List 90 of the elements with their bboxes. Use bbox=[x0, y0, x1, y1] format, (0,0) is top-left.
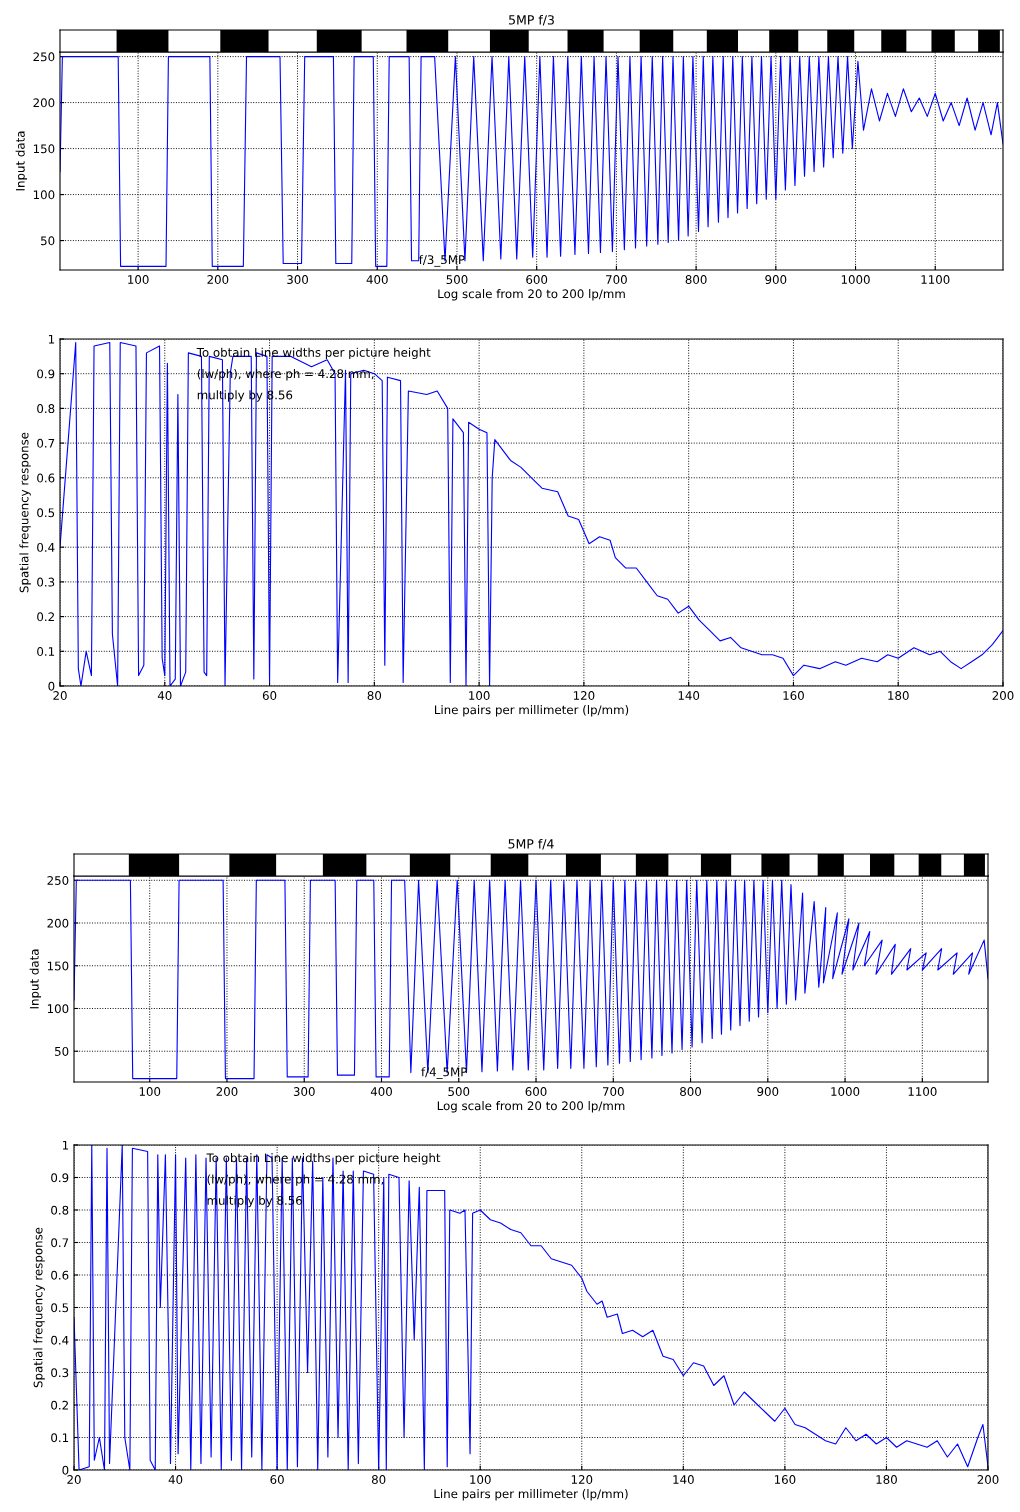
x-tick-label: 800 bbox=[685, 275, 707, 284]
y-tick-label: 0 bbox=[48, 681, 55, 691]
x-tick-label: 700 bbox=[602, 1087, 624, 1096]
x-axis-title: Line pairs per millimeter (lp/mm) bbox=[434, 1489, 628, 1501]
x-tick-label: 500 bbox=[448, 1087, 470, 1096]
y-tick-label: 100 bbox=[47, 1004, 69, 1014]
line-series bbox=[60, 56, 1003, 267]
y-tick-label: 0.6 bbox=[37, 473, 55, 483]
x-tick-label: 100 bbox=[469, 691, 490, 700]
x-tick-label: 200 bbox=[977, 1475, 999, 1484]
y-tick-label: 0.8 bbox=[51, 1205, 69, 1215]
x-axis-title: Log scale from 20 to 200 lp/mm bbox=[437, 1101, 625, 1113]
y-tick-label: 0.7 bbox=[37, 438, 55, 448]
x-tick-label: 80 bbox=[367, 691, 382, 700]
y-tick-label: 0.9 bbox=[51, 1173, 69, 1183]
y-axis-title: Spatial frequency response bbox=[19, 432, 31, 593]
y-tick-label: 100 bbox=[33, 190, 55, 200]
x-tick-label: 1000 bbox=[831, 1087, 860, 1096]
x-tick-label: 20 bbox=[53, 691, 67, 700]
x-tick-label: 120 bbox=[573, 691, 595, 700]
x-tick-label: 60 bbox=[270, 1475, 284, 1484]
x-tick-label: 180 bbox=[888, 691, 909, 700]
y-tick-label: 0.6 bbox=[51, 1270, 69, 1280]
x-tick-label: 140 bbox=[673, 1475, 694, 1484]
x-tick-label: 600 bbox=[526, 275, 548, 284]
x-tick-label: 200 bbox=[992, 691, 1014, 700]
y-tick-label: 0.1 bbox=[37, 647, 55, 656]
y-tick-label: 0.5 bbox=[37, 508, 55, 518]
x-tick-label: 100 bbox=[139, 1087, 161, 1096]
x-tick-label: 700 bbox=[606, 275, 627, 284]
x-tick-label: 900 bbox=[757, 1087, 779, 1096]
y-tick-label: 150 bbox=[47, 961, 69, 971]
x-tick-label: 300 bbox=[287, 275, 309, 284]
y-tick-label: 250 bbox=[47, 876, 69, 885]
x-tick-label: 140 bbox=[678, 691, 700, 700]
line-series bbox=[74, 1145, 988, 1470]
y-tick-label: 0.4 bbox=[37, 542, 55, 552]
chart-title: 5MP f/3 bbox=[509, 14, 554, 26]
x-tick-label: 20 bbox=[67, 1475, 81, 1484]
x-tick-label: 160 bbox=[783, 691, 804, 700]
annotation: f/4_5MP bbox=[421, 1067, 467, 1079]
x-axis-title: Log scale from 20 to 200 lp/mm bbox=[438, 289, 625, 301]
x-tick-label: 1100 bbox=[908, 1087, 937, 1096]
y-axis-title: Spatial frequency response bbox=[33, 1227, 45, 1388]
x-tick-label: 120 bbox=[571, 1475, 593, 1484]
y-tick-label: 0.2 bbox=[37, 612, 54, 622]
y-tick-label: 1 bbox=[62, 1140, 69, 1150]
x-tick-label: 40 bbox=[157, 691, 172, 700]
x-tick-label: 400 bbox=[370, 1087, 392, 1096]
x-tick-label: 100 bbox=[128, 275, 149, 284]
y-axis-title: Input data bbox=[15, 131, 28, 191]
x-tick-label: 160 bbox=[774, 1475, 796, 1484]
y-tick-label: 0.9 bbox=[37, 369, 55, 379]
y-tick-label: 150 bbox=[33, 144, 55, 154]
x-tick-label: 600 bbox=[525, 1087, 547, 1096]
y-tick-label: 0.4 bbox=[51, 1335, 69, 1345]
x-tick-label: 800 bbox=[680, 1087, 702, 1096]
x-tick-label: 180 bbox=[876, 1475, 897, 1484]
chart-title: 5MP f/4 bbox=[508, 838, 554, 850]
x-tick-label: 200 bbox=[216, 1087, 238, 1096]
x-tick-label: 400 bbox=[366, 275, 388, 284]
y-tick-label: 0 bbox=[62, 1465, 69, 1475]
x-tick-label: 40 bbox=[168, 1475, 183, 1484]
y-tick-label: 0.7 bbox=[51, 1238, 69, 1248]
y-tick-label: 200 bbox=[47, 918, 69, 928]
x-axis-title: Line pairs per millimeter (lp/mm) bbox=[435, 705, 629, 717]
x-tick-label: 900 bbox=[765, 275, 787, 284]
x-tick-label: 1100 bbox=[921, 275, 950, 284]
y-tick-label: 0.2 bbox=[51, 1400, 68, 1410]
x-tick-label: 100 bbox=[470, 1475, 491, 1484]
x-tick-label: 80 bbox=[371, 1475, 386, 1484]
y-tick-label: 50 bbox=[55, 1046, 69, 1056]
y-tick-label: 200 bbox=[33, 98, 55, 108]
x-tick-label: 60 bbox=[262, 691, 277, 700]
y-tick-label: 0.8 bbox=[37, 404, 55, 414]
y-axis-title: Input data bbox=[29, 949, 42, 1009]
annotation: f/3_5MP bbox=[419, 254, 465, 267]
y-tick-label: 50 bbox=[41, 236, 55, 246]
y-tick-label: 0.3 bbox=[37, 577, 55, 587]
x-tick-label: 1000 bbox=[841, 275, 870, 284]
line-series bbox=[74, 879, 988, 1080]
x-tick-label: 300 bbox=[293, 1087, 315, 1096]
x-tick-label: 500 bbox=[446, 275, 468, 284]
line-series bbox=[60, 341, 1003, 686]
x-tick-label: 200 bbox=[207, 275, 229, 284]
y-tick-label: 0.3 bbox=[51, 1368, 69, 1378]
y-tick-label: 1 bbox=[48, 334, 55, 344]
y-tick-label: 250 bbox=[33, 52, 55, 62]
y-tick-label: 0.1 bbox=[51, 1433, 69, 1443]
y-tick-label: 0.5 bbox=[51, 1303, 69, 1313]
